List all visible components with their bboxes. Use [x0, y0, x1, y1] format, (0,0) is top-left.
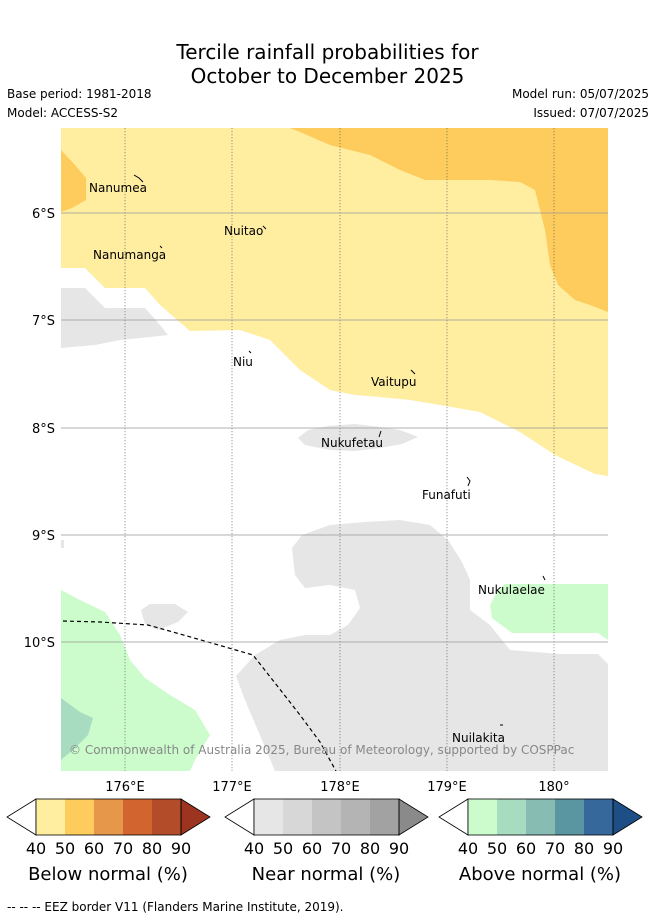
cb2-tick-60: 60	[302, 839, 322, 858]
below-normal-50-60-area-west	[61, 150, 86, 212]
lon-label-180: 180°	[538, 780, 569, 795]
colorbar-below-normal: 40 50 60 70 80 90 Below normal (%)	[6, 798, 211, 885]
colorbar-above-normal-min	[438, 798, 469, 836]
colorbar-near-normal-80-90	[370, 799, 399, 835]
cb1-tick-60: 60	[84, 839, 104, 858]
colorbar-near-normal-title: Near normal (%)	[252, 864, 401, 885]
colorbar-near-normal-40-50	[254, 799, 283, 835]
cb3-tick-60: 60	[516, 839, 536, 858]
model-name: Model: ACCESS-S2	[7, 106, 119, 120]
eez-border	[62, 620, 337, 771]
colorbar-near-normal: 40 50 60 70 80 90 Near normal (%)	[224, 798, 429, 885]
below-normal-40-50-area	[61, 128, 608, 476]
near-normal-area-nukufetau	[298, 424, 418, 451]
colorbar-near-normal-min	[224, 798, 255, 836]
island-outlines	[133, 174, 546, 726]
colorbar-near-normal-50-60	[283, 799, 312, 835]
cb1-tick-40: 40	[26, 839, 46, 858]
model-run: Model run: 05/07/2025	[511, 87, 649, 101]
map-title: Tercile rainfall probabilities for Octob…	[0, 40, 655, 88]
lat-label-9s: 9°S	[32, 529, 55, 544]
copyright-credit: © Commonwealth of Australia 2025, Bureau…	[69, 743, 574, 757]
colorbar-below-normal-50-60	[65, 799, 94, 835]
cb3-tick-80: 80	[574, 839, 594, 858]
probability-map: Nanumea Nuitao Nanumanga Niu Vaitupu Nuk…	[61, 128, 608, 771]
lon-label-177e: 177°E	[212, 780, 252, 795]
place-label-nuilakita: Nuilakita	[452, 731, 505, 745]
colorbar-above-normal-40-50	[468, 799, 497, 835]
cb2-tick-70: 70	[331, 839, 351, 858]
cb3-tick-70: 70	[545, 839, 565, 858]
eez-border-legend: -- -- -- EEZ border V11 (Flanders Marine…	[7, 900, 344, 914]
place-label-nanumea: Nanumea	[89, 181, 147, 195]
above-normal-50-60-area-southwest	[61, 698, 93, 760]
near-normal-area-north	[61, 288, 168, 348]
place-label-vaitupu: Vaitupu	[371, 375, 417, 389]
colorbar-near-normal-70-80	[341, 799, 370, 835]
base-period: Base period: 1981-2018	[7, 87, 152, 101]
lat-label-8s: 8°S	[32, 422, 55, 437]
longitude-labels: 176°E 177°E 178°E 179°E 180°	[105, 780, 569, 795]
colorbar-near-normal-max	[398, 798, 429, 836]
colorbar-below-normal-60-70	[94, 799, 123, 835]
grid-lines	[124, 128, 555, 771]
colorbar-near-normal-60-70	[312, 799, 341, 835]
issued-date: Issued: 07/07/2025	[533, 106, 649, 120]
cb1-tick-50: 50	[55, 839, 75, 858]
colorbar-above-normal: 40 50 60 70 80 90 Above normal (%)	[438, 798, 643, 885]
colorbar-above-normal-50-60	[497, 799, 526, 835]
above-normal-40-50-area-southwest	[61, 590, 210, 771]
colorbar-above-normal-max	[612, 798, 643, 836]
place-label-nanumanga: Nanumanga	[93, 248, 166, 262]
cb2-tick-40: 40	[244, 839, 264, 858]
cb1-tick-70: 70	[113, 839, 133, 858]
near-normal-area-edge	[61, 540, 64, 548]
colorbar-below-normal-min	[6, 798, 37, 836]
lat-label-7s: 7°S	[32, 314, 55, 329]
latitude-labels: 6°S 7°S 8°S 9°S 10°S	[24, 207, 55, 651]
cb2-tick-80: 80	[360, 839, 380, 858]
title-line-2: October to December 2025	[190, 64, 465, 88]
near-normal-area-south	[236, 520, 608, 771]
place-label-nuitao: Nuitao	[224, 224, 263, 238]
colorbar-below-normal-max	[180, 798, 211, 836]
colorbar-above-normal-title: Above normal (%)	[459, 864, 621, 885]
cb3-tick-40: 40	[458, 839, 478, 858]
latitude-lines	[61, 212, 608, 643]
title-line-1: Tercile rainfall probabilities for	[176, 40, 479, 64]
lon-label-178e: 178°E	[320, 780, 360, 795]
place-label-nukufetau: Nukufetau	[321, 436, 383, 450]
cb3-tick-90: 90	[603, 839, 623, 858]
above-normal-40-50-area-east	[490, 584, 608, 640]
lat-label-6s: 6°S	[32, 207, 55, 222]
lon-label-179e: 179°E	[427, 780, 467, 795]
cb1-tick-90: 90	[171, 839, 191, 858]
colorbar-above-normal-80-90	[584, 799, 613, 835]
cb2-tick-90: 90	[389, 839, 409, 858]
near-normal-area-west	[141, 604, 188, 630]
colorbar-below-normal-40-50	[36, 799, 65, 835]
colorbar-below-normal-title: Below normal (%)	[28, 864, 188, 885]
below-normal-50-60-area	[290, 128, 608, 312]
colorbar-above-normal-70-80	[555, 799, 584, 835]
place-label-funafuti: Funafuti	[422, 488, 471, 502]
place-label-niu: Niu	[233, 355, 253, 369]
cb2-tick-50: 50	[273, 839, 293, 858]
colorbar-below-normal-80-90	[152, 799, 181, 835]
place-label-nukulaelae: Nukulaelae	[478, 583, 545, 597]
cb1-tick-80: 80	[142, 839, 162, 858]
colorbar-below-normal-70-80	[123, 799, 152, 835]
lat-label-10s: 10°S	[24, 636, 55, 651]
cb3-tick-50: 50	[487, 839, 507, 858]
lon-label-176e: 176°E	[105, 780, 145, 795]
colorbar-above-normal-60-70	[526, 799, 555, 835]
map-figure: Nanumea Nuitao Nanumanga Niu Vaitupu Nuk…	[6, 128, 643, 885]
